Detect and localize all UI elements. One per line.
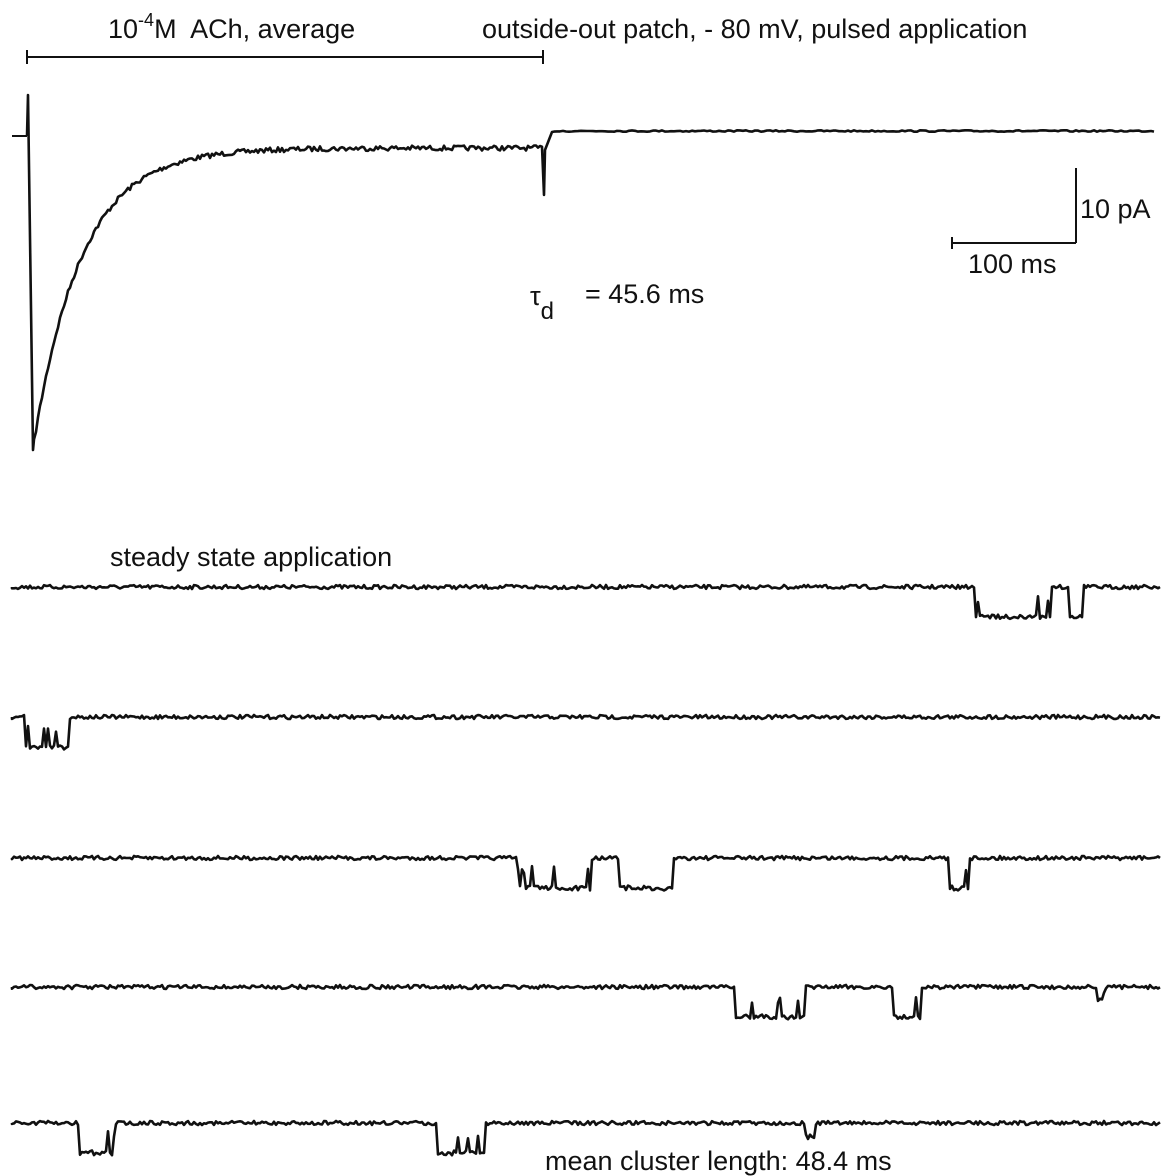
base: 10 — [108, 14, 138, 44]
tau-symbol: τ — [530, 281, 541, 311]
channel-trace — [10, 583, 1161, 621]
channel-trace — [10, 1119, 1161, 1157]
channel-trace — [10, 854, 1161, 892]
traces — [10, 93, 1161, 1157]
application-bracket — [26, 50, 544, 64]
channel-trace — [10, 713, 1161, 751]
tau-label: τd = 45.6 ms — [530, 279, 704, 325]
tau-subscript: d — [541, 298, 554, 325]
channel-trace — [10, 983, 1161, 1021]
concentration-label: 10-4M ACh, average — [108, 10, 355, 44]
rest: M ACh, average — [154, 14, 355, 44]
average-trace — [25, 93, 1155, 452]
condition-label: outside-out patch, - 80 mV, pulsed appli… — [482, 14, 1027, 44]
tau-value: = 45.6 ms — [585, 279, 704, 309]
scale-current: 10 pA — [1080, 194, 1151, 224]
steady-label: steady state application — [110, 542, 392, 572]
scale-time: 100 ms — [968, 249, 1057, 279]
scale-bar — [951, 168, 1077, 249]
exponent: -4 — [138, 10, 154, 30]
cluster-label: mean cluster length: 48.4 ms — [545, 1146, 892, 1176]
